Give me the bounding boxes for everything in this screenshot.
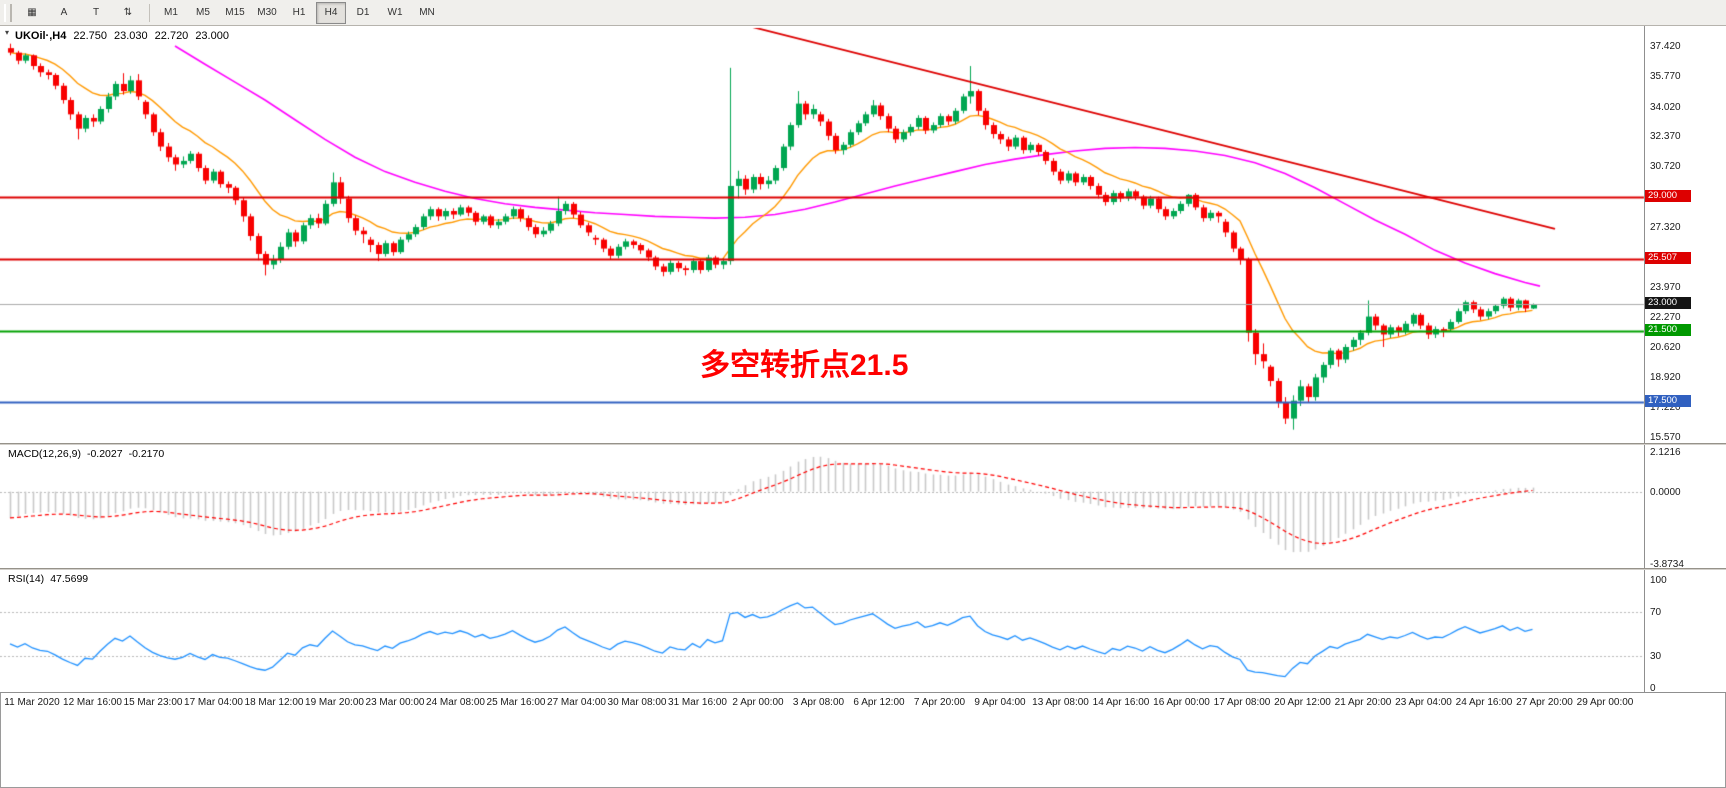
time-axis-line [0,692,1726,693]
toolbar-grip[interactable] [4,3,12,22]
toolbar-separator [149,3,150,22]
timeframe-m30-button[interactable]: M30 [257,7,277,18]
panel-splitter[interactable] [0,443,1726,445]
scale-tool-button[interactable]: ⇅ [123,7,133,18]
timeframe-buttons: M1 M5 M15 M30 H1 H4 D1 W1 MN [155,1,443,24]
timeframe-h4-button[interactable]: H4 [316,1,346,24]
price-axis[interactable] [1645,26,1726,693]
panel-splitter[interactable] [0,568,1726,570]
timeframe-m15-button[interactable]: M15 [225,7,245,18]
chart-type-button[interactable]: ▦ [27,7,37,18]
timeframe-m5-button[interactable]: M5 [196,7,210,18]
trendline-tool-button[interactable]: T [92,7,100,18]
toolbar-left-buttons: ▦ A T ⇅ [16,2,144,24]
text-tool-button[interactable]: A [60,7,68,18]
timeframe-d1-button[interactable]: D1 [356,7,370,18]
timeframe-w1-button[interactable]: W1 [387,7,403,18]
price-axis-line [1644,26,1645,693]
timeframe-m1-button[interactable]: M1 [164,7,178,18]
timeframe-h1-button[interactable]: H1 [292,7,306,18]
toolbar: ▦ A T ⇅ M1 M5 M15 M30 H1 H4 D1 W1 MN [0,0,1726,26]
time-axis[interactable] [0,693,1726,710]
timeframe-mn-button[interactable]: MN [419,7,435,18]
